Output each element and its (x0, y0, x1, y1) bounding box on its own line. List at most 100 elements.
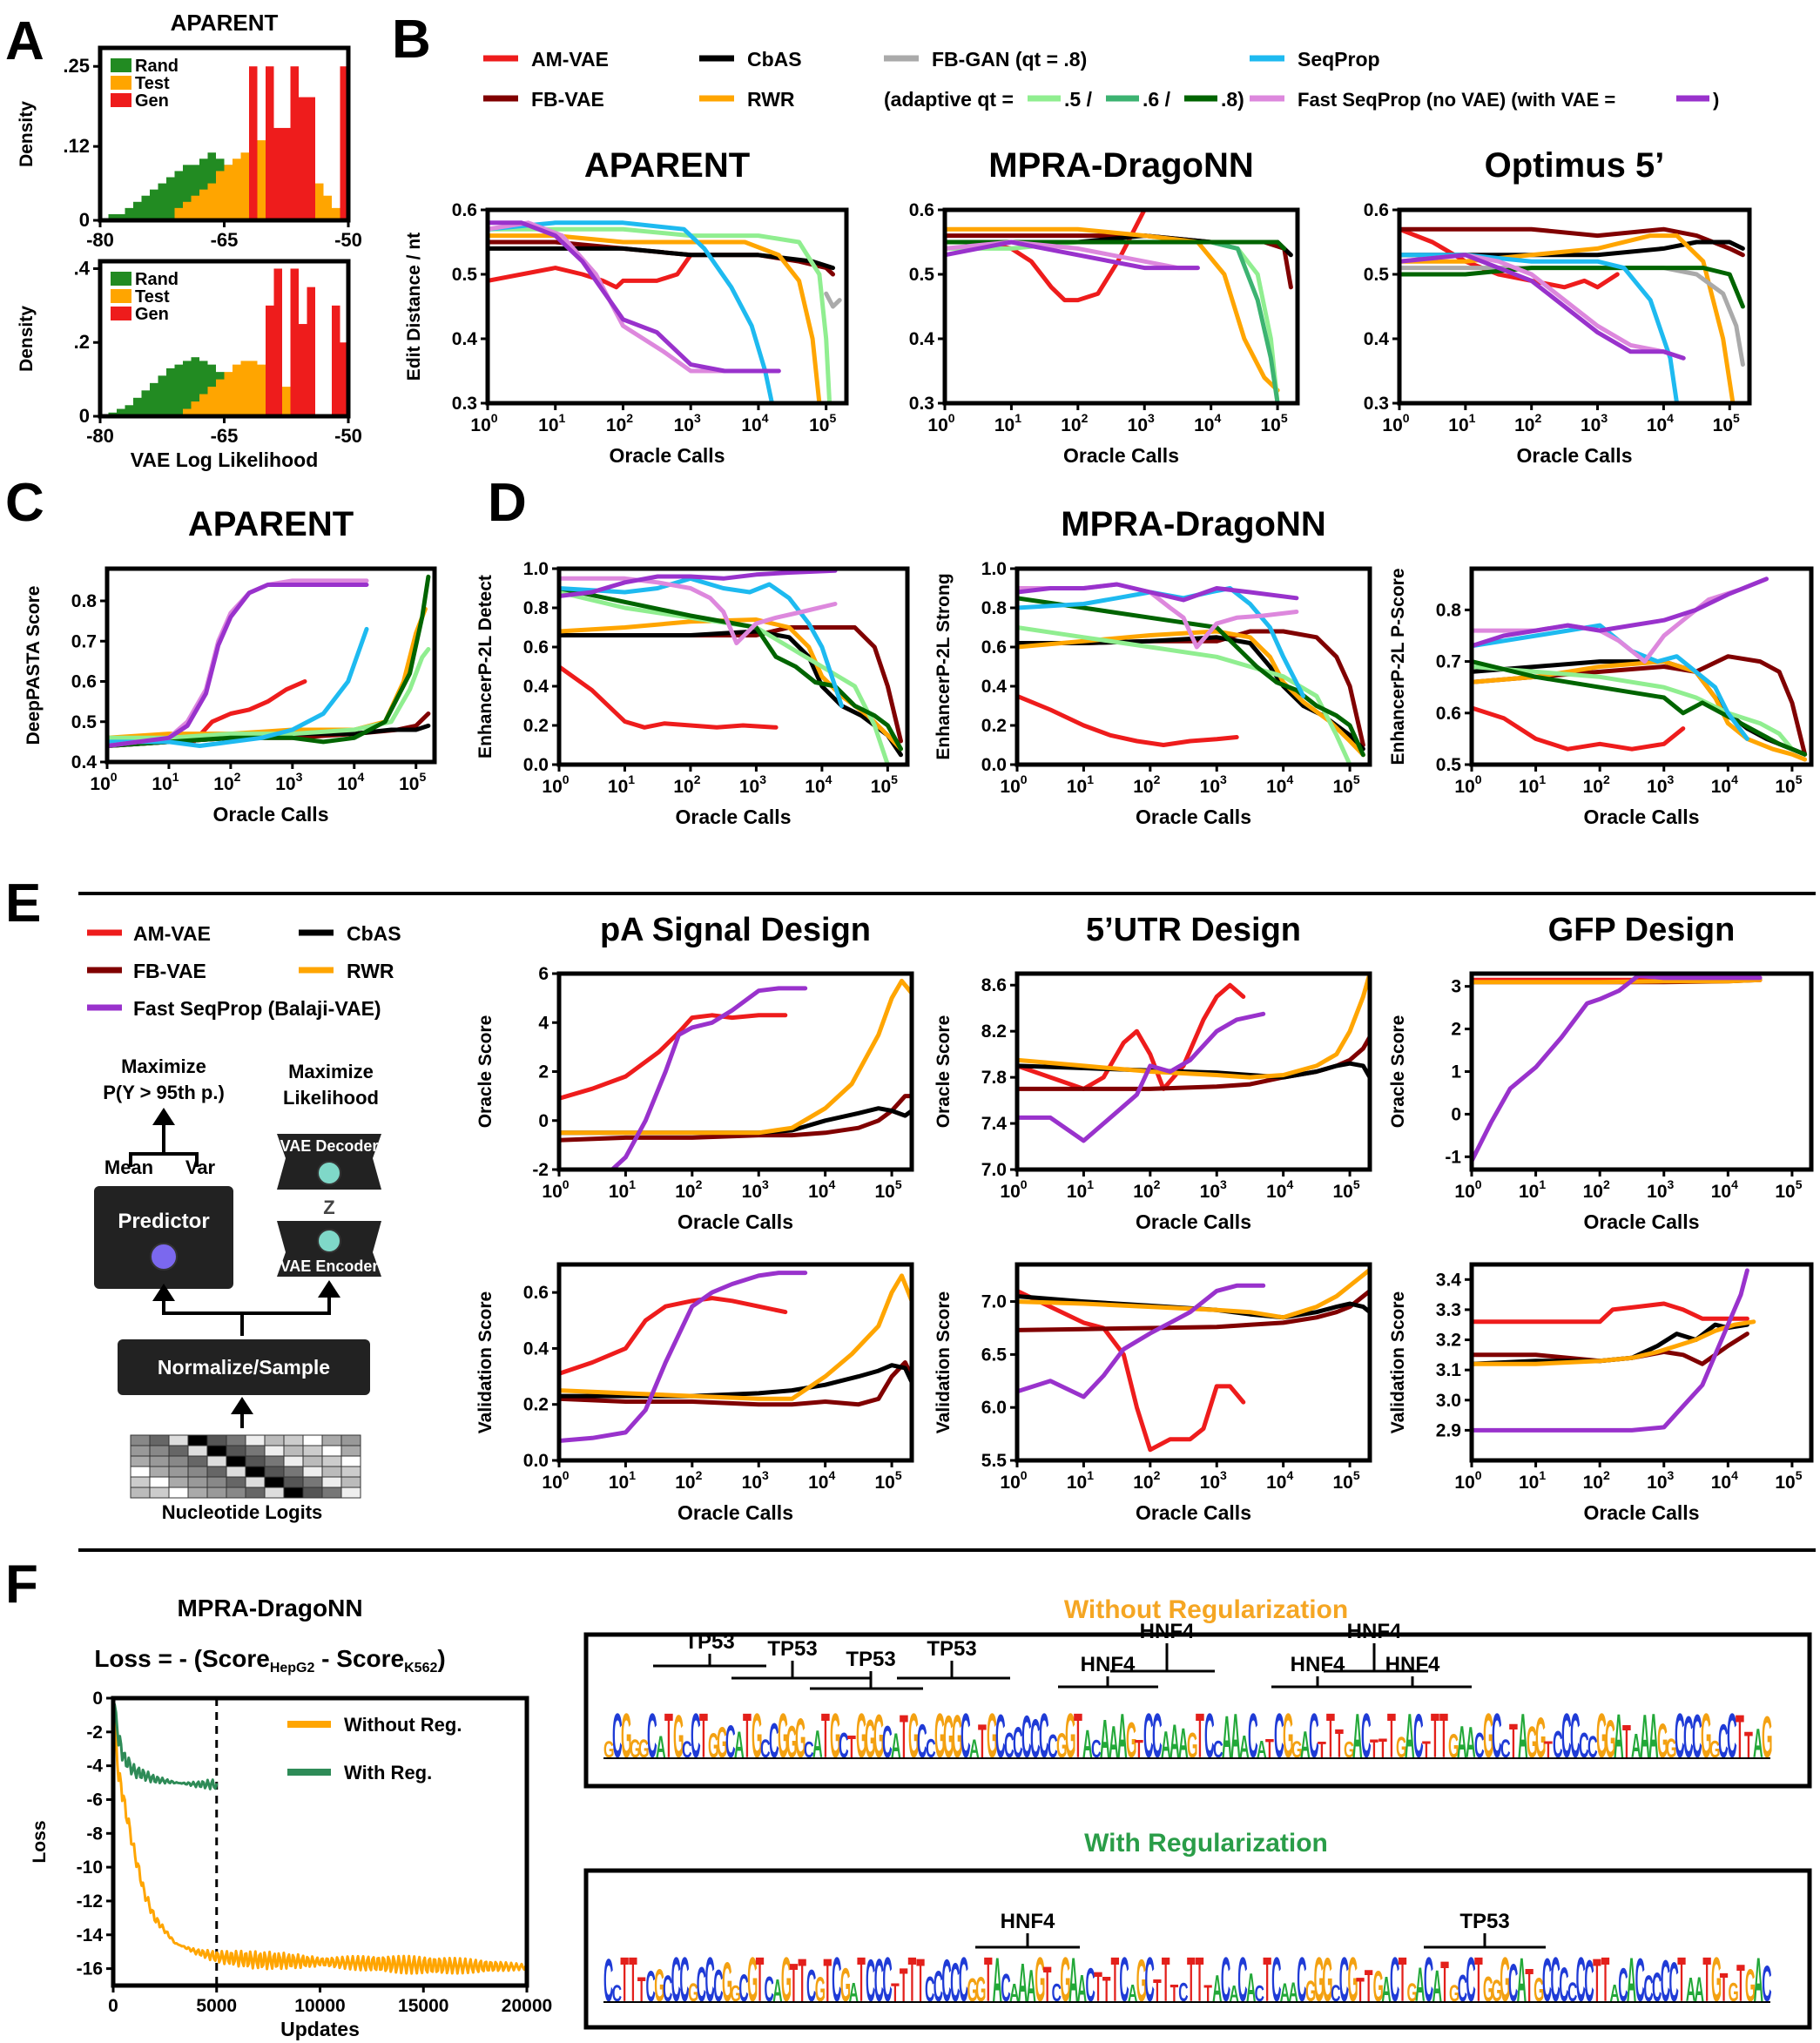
hist-bar-test (191, 195, 199, 220)
logit-cell (283, 1487, 304, 1499)
x-tick-label: 100 (1454, 1177, 1481, 1202)
logit-cell (168, 1445, 189, 1457)
y-axis-label: Oracle Score (1388, 1015, 1408, 1129)
logo-letter: C (1143, 1702, 1154, 1772)
logit-cell (226, 1476, 246, 1488)
logo-letter: C (1559, 1958, 1568, 2013)
x-tick-exponent: 2 (1534, 411, 1541, 425)
hist-bar-rand (166, 367, 175, 416)
y-axis-label: EnhancerP-2L Strong (934, 573, 954, 759)
x-tick-exponent: 4 (1731, 1468, 1738, 1482)
logo-letter: C (1424, 1945, 1433, 2015)
logit-cell (283, 1445, 304, 1457)
logo-letter: G (795, 1707, 806, 1769)
series-group (1399, 226, 1745, 403)
x-tick-label: 15000 (398, 1996, 448, 2016)
y-tick-label: 0.2 (523, 1395, 549, 1415)
y-tick-label: 0.4 (523, 677, 549, 697)
hist-bar-test (282, 387, 291, 416)
logit-cell (283, 1476, 304, 1488)
hist-bar-test (216, 171, 225, 220)
logo-letter: C (1091, 1735, 1102, 1763)
x-tick-exponent: 4 (1667, 411, 1674, 425)
logo-letter: T (900, 1958, 908, 2013)
logo-letter: T (1094, 1964, 1102, 2011)
logo-letter: C (705, 1945, 715, 2015)
legend-swatch (111, 289, 131, 303)
series-line-fb-vae (559, 1360, 912, 1407)
hist-bar-test (257, 140, 266, 220)
series-line-rwr (1472, 977, 1763, 985)
logo-letter: C (603, 1946, 613, 2015)
x-tick-label: 102 (675, 1177, 702, 1202)
hist-bar-rand (150, 189, 158, 220)
logo-letter: G (856, 1702, 867, 1772)
x-tick-label: 102 (1133, 772, 1160, 797)
logo-letter: G (1314, 1945, 1325, 2015)
logo-letter: T (1702, 1945, 1711, 2015)
logit-cell (206, 1466, 227, 1478)
x-tick-label: 102 (1133, 1468, 1160, 1493)
x-axis-label: Oracle Calls (677, 1210, 793, 1233)
x-tick-label: 100 (927, 411, 954, 435)
logit-cell (264, 1455, 285, 1467)
y-tick-label: 0.5 (1364, 265, 1390, 285)
logo-letter: G (708, 1727, 719, 1766)
logit-cell (226, 1466, 246, 1478)
logit-cell (187, 1434, 208, 1446)
x-tick-label: 20000 (502, 1996, 552, 2016)
motif-label: HNF4 (1081, 1653, 1136, 1676)
series-line-fast-seqprop-no-vae- (1399, 253, 1686, 361)
y-tick-label: 0.0 (523, 755, 549, 775)
x-tick-exponent: 0 (1021, 1177, 1028, 1191)
y-axis-label: Loss (30, 1820, 50, 1863)
chart-a-bottom: 0 .2 .4 -80 -65 -50 VAE Log Likelihood Density R… (17, 257, 362, 471)
latent-z-label: Z (323, 1197, 334, 1218)
x-tick-label: 100 (90, 770, 117, 794)
y-tick-label: 3.1 (1436, 1360, 1462, 1380)
logo-letter: C (1339, 1945, 1349, 2015)
logo-letter: A (1068, 1945, 1078, 2015)
series-line-rwr (1472, 659, 1808, 762)
hist-bar-test (207, 183, 216, 220)
logo-letter: C (866, 1947, 875, 2014)
logo-letter: G (1283, 1702, 1294, 1772)
series-line-am-vae (1017, 1288, 1246, 1453)
logit-cell (226, 1487, 246, 1499)
logo-letter: C (769, 1712, 779, 1768)
plot-frame (1014, 1262, 1372, 1463)
series-line-rwr (1017, 1267, 1370, 1320)
y-tick-label: 7.4 (981, 1114, 1008, 1134)
logo-letter: C (738, 1967, 748, 2010)
x-tick-label: -50 (334, 425, 362, 447)
series-line-fb-vae (559, 1094, 912, 1143)
logo-letter: T (1265, 1735, 1274, 1764)
hist-bar-rand (191, 165, 199, 220)
logo-letter: G (934, 1702, 946, 1772)
series-line-adaptive-5 (559, 590, 890, 765)
legend-label-fb-gan: FB-GAN (qt = .8) (932, 48, 1087, 71)
series-line-adaptive-8 (107, 574, 431, 748)
logit-cell (187, 1487, 208, 1499)
x-tick-label: 100 (470, 411, 497, 435)
logo-letter: T (1593, 1945, 1601, 2014)
logo-letter: T (1370, 1736, 1378, 1763)
logo-letter: A (1100, 1709, 1110, 1770)
x-tick-label: 103 (1200, 772, 1227, 797)
x-tick-label: 101 (1519, 772, 1546, 797)
logo-letter: T (900, 1702, 908, 1771)
logo-letter: C (671, 1945, 681, 2015)
y-tick-label: 7.0 (981, 1292, 1007, 1312)
x-tick-exponent: 3 (296, 770, 303, 784)
logo-letter: T (1335, 1722, 1344, 1767)
x-axis-label: Oracle Calls (1136, 806, 1251, 828)
x-tick-label: 105 (399, 770, 426, 794)
x-tick-label: 104 (1266, 772, 1293, 797)
series-line-fast-seqprop-balaji-vae- (1017, 1011, 1266, 1143)
logo-letter: C (959, 1945, 968, 2015)
series-group (1017, 1267, 1370, 1453)
x-tick-exponent: 5 (419, 770, 426, 784)
logo-letter: A (1009, 1979, 1019, 2006)
